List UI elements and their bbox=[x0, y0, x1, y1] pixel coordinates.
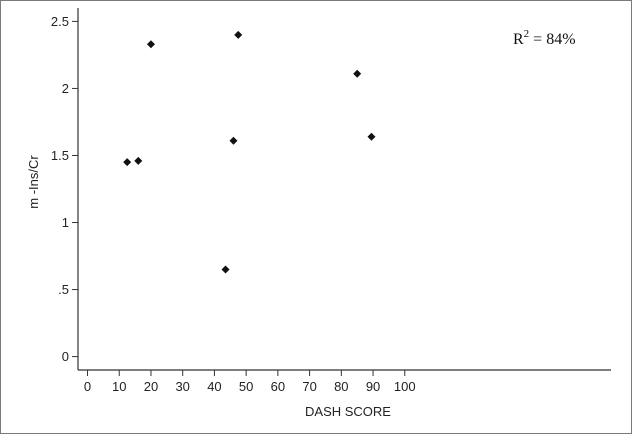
x-tick-label: 30 bbox=[175, 379, 189, 394]
x-axis-title: DASH SCORE bbox=[305, 404, 391, 419]
x-tick-label: 100 bbox=[394, 379, 416, 394]
x-tick-label: 20 bbox=[144, 379, 158, 394]
y-tick-label: 2.5 bbox=[51, 14, 69, 29]
x-tick-label: 40 bbox=[207, 379, 221, 394]
y-tick-label: 0 bbox=[62, 349, 69, 364]
r-squared-annotation: R2 = 84% bbox=[513, 28, 576, 48]
y-tick-label: .5 bbox=[58, 282, 69, 297]
x-tick-label: 60 bbox=[271, 379, 285, 394]
annotation-value: = 84% bbox=[529, 31, 575, 48]
y-tick-label: 1.5 bbox=[51, 148, 69, 163]
x-tick-label: 10 bbox=[112, 379, 126, 394]
y-tick-label: 1 bbox=[62, 215, 69, 230]
data-point bbox=[146, 40, 155, 49]
y-tick-label: 2 bbox=[62, 81, 69, 96]
x-tick-label: 0 bbox=[84, 379, 91, 394]
x-tick-label: 50 bbox=[239, 379, 253, 394]
axes bbox=[77, 8, 611, 371]
data-points bbox=[123, 30, 376, 274]
x-tick-label: 80 bbox=[334, 379, 348, 394]
data-point bbox=[221, 265, 230, 274]
x-tick-label: 70 bbox=[302, 379, 316, 394]
data-point bbox=[353, 69, 362, 78]
data-point bbox=[229, 136, 238, 145]
ticks: 0 .5 1 1.5 2 2.5 0 10 20 30 40 50 60 70 80 90 100 bbox=[51, 14, 416, 394]
annotation-base: R bbox=[513, 31, 524, 48]
data-point bbox=[134, 156, 143, 165]
data-point bbox=[123, 158, 132, 167]
y-axis-title: m -Ins/Cr bbox=[26, 155, 41, 209]
data-point bbox=[234, 30, 243, 39]
x-tick-label: 90 bbox=[366, 379, 380, 394]
annotation-superscript: 2 bbox=[524, 28, 530, 40]
data-point bbox=[367, 132, 376, 141]
